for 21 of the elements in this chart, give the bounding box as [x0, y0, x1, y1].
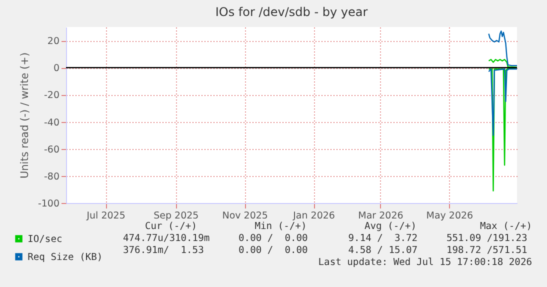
x-tick-label: Jul 2025 [86, 210, 126, 222]
chart-title: IOs for /dev/sdb - by year [215, 5, 368, 19]
legend-label: IO/sec [28, 234, 62, 245]
y-tick-label: -100 [38, 198, 60, 210]
y-tick-label: -40 [44, 117, 60, 128]
x-tick-label: Jan 2026 [292, 210, 335, 222]
y-tick-label: -80 [44, 171, 60, 182]
text: 474.77u/310.19m 0.00 / 0.00 9.14 / 3.72 551.09 /191.23 [123, 233, 528, 244]
y-tick-label: -20 [44, 90, 60, 102]
y-axis-title: Units read (-) / write (+) [18, 52, 31, 179]
x-tick-label: Nov 2025 [222, 210, 268, 222]
x-tick-label: May 2026 [426, 210, 474, 222]
y-tick-label: 20 [47, 36, 60, 48]
x-tick-label: Mar 2026 [358, 210, 404, 222]
text: Last update: Wed Jul 15 17:00:18 2026 [318, 257, 532, 268]
text: Cur (-/+) Min (-/+) Avg (-/+) Max (-/+) [145, 221, 532, 232]
legend-label: Req Size (KB) [28, 252, 103, 263]
y-tick-label: -60 [44, 144, 60, 156]
text: 376.91m/ 1.53 0.00 / 0.00 4.58 / 15.07 198.72 /571.51 [123, 245, 528, 256]
y-tick-label: 0 [53, 63, 60, 74]
x-tick-label: Sep 2025 [154, 210, 199, 222]
